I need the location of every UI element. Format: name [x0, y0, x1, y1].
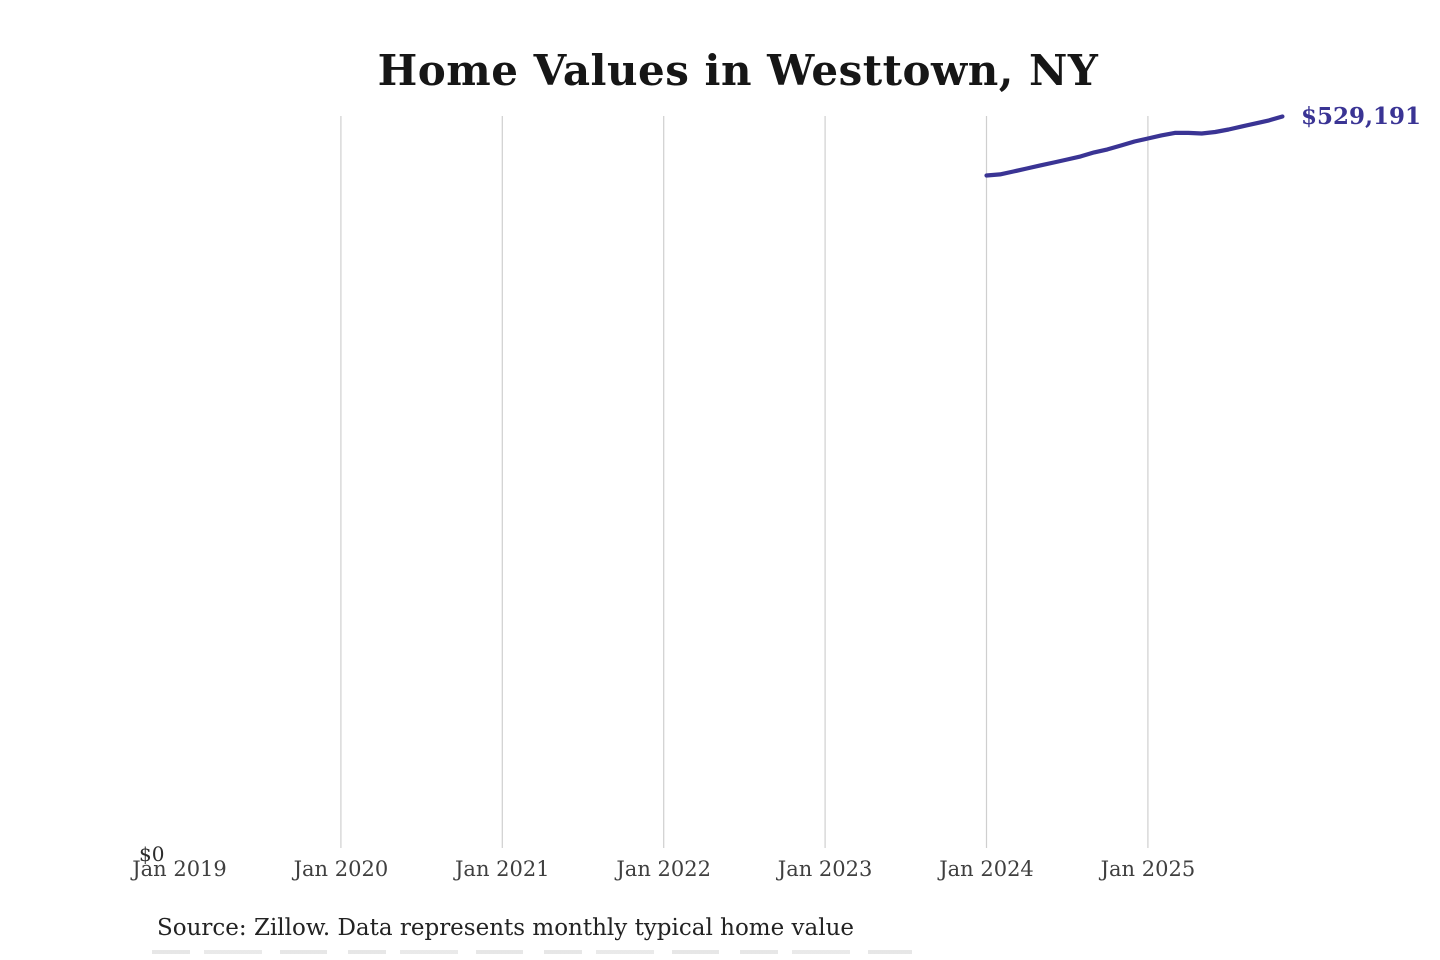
- x-axis-tick-label: Jan 2019: [132, 857, 227, 881]
- source-note: Source: Zillow. Data represents monthly …: [157, 915, 855, 941]
- home-value-line: [984, 114, 1285, 178]
- x-axis-tick-label: Jan 2020: [293, 857, 389, 881]
- x-axis-tick-label: Jan 2023: [777, 857, 873, 881]
- chart-title: Home Values in Westtown, NY: [377, 46, 1099, 95]
- x-axis-tick-label: Jan 2024: [939, 857, 1034, 881]
- latest-value-label: $529,191: [1301, 102, 1422, 130]
- y-axis-zero-label: $0: [139, 842, 165, 866]
- x-axis-tick-label: Jan 2025: [1100, 857, 1196, 881]
- x-axis-tick-label: Jan 2022: [616, 857, 711, 881]
- x-axis-tick-label: Jan 2021: [455, 857, 550, 881]
- cutoff-text-fragment: [152, 950, 912, 954]
